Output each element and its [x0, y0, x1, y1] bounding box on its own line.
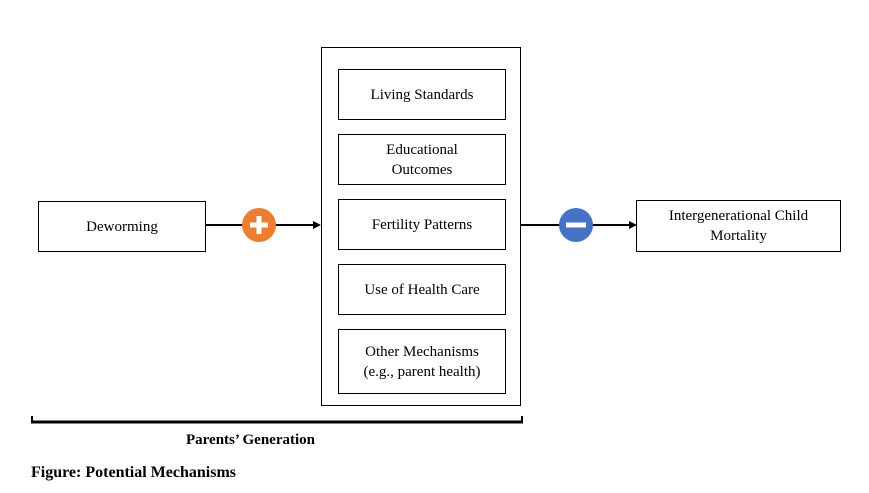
arrowhead-right — [629, 221, 637, 229]
deworming-label: Deworming — [86, 218, 158, 235]
mechanism-label: Use of Health Care — [364, 281, 480, 298]
mechanism-label: Other Mechanisms (e.g., parent health) — [363, 343, 481, 380]
plus-icon — [242, 208, 276, 242]
arrowhead-left — [313, 221, 321, 229]
mechanisms-container — [321, 47, 521, 406]
mechanism-use-of-health-care: Use of Health Care — [338, 264, 506, 315]
generation-bracket — [31, 416, 523, 424]
figure-caption: Figure: Potential Mechanisms — [31, 464, 237, 481]
deworming-box: Deworming — [38, 201, 206, 252]
outcome-label: Intergenerational Child Mortality — [668, 208, 809, 244]
mechanism-educational-outcomes: Educational Outcomes — [338, 134, 506, 185]
mechanism-other: Other Mechanisms (e.g., parent health) — [338, 329, 506, 394]
mechanism-label: Educational Outcomes — [386, 141, 458, 178]
mechanism-label: Fertility Patterns — [371, 216, 473, 233]
bracket-label: Parents’ Generation — [186, 432, 316, 448]
mechanism-living-standards: Living Standards — [338, 69, 506, 120]
mechanism-label: Living Standards — [370, 86, 474, 103]
outcome-box: Intergenerational Child Mortality — [636, 200, 841, 252]
mechanism-fertility-patterns: Fertility Patterns — [338, 199, 506, 250]
minus-icon — [559, 208, 593, 242]
